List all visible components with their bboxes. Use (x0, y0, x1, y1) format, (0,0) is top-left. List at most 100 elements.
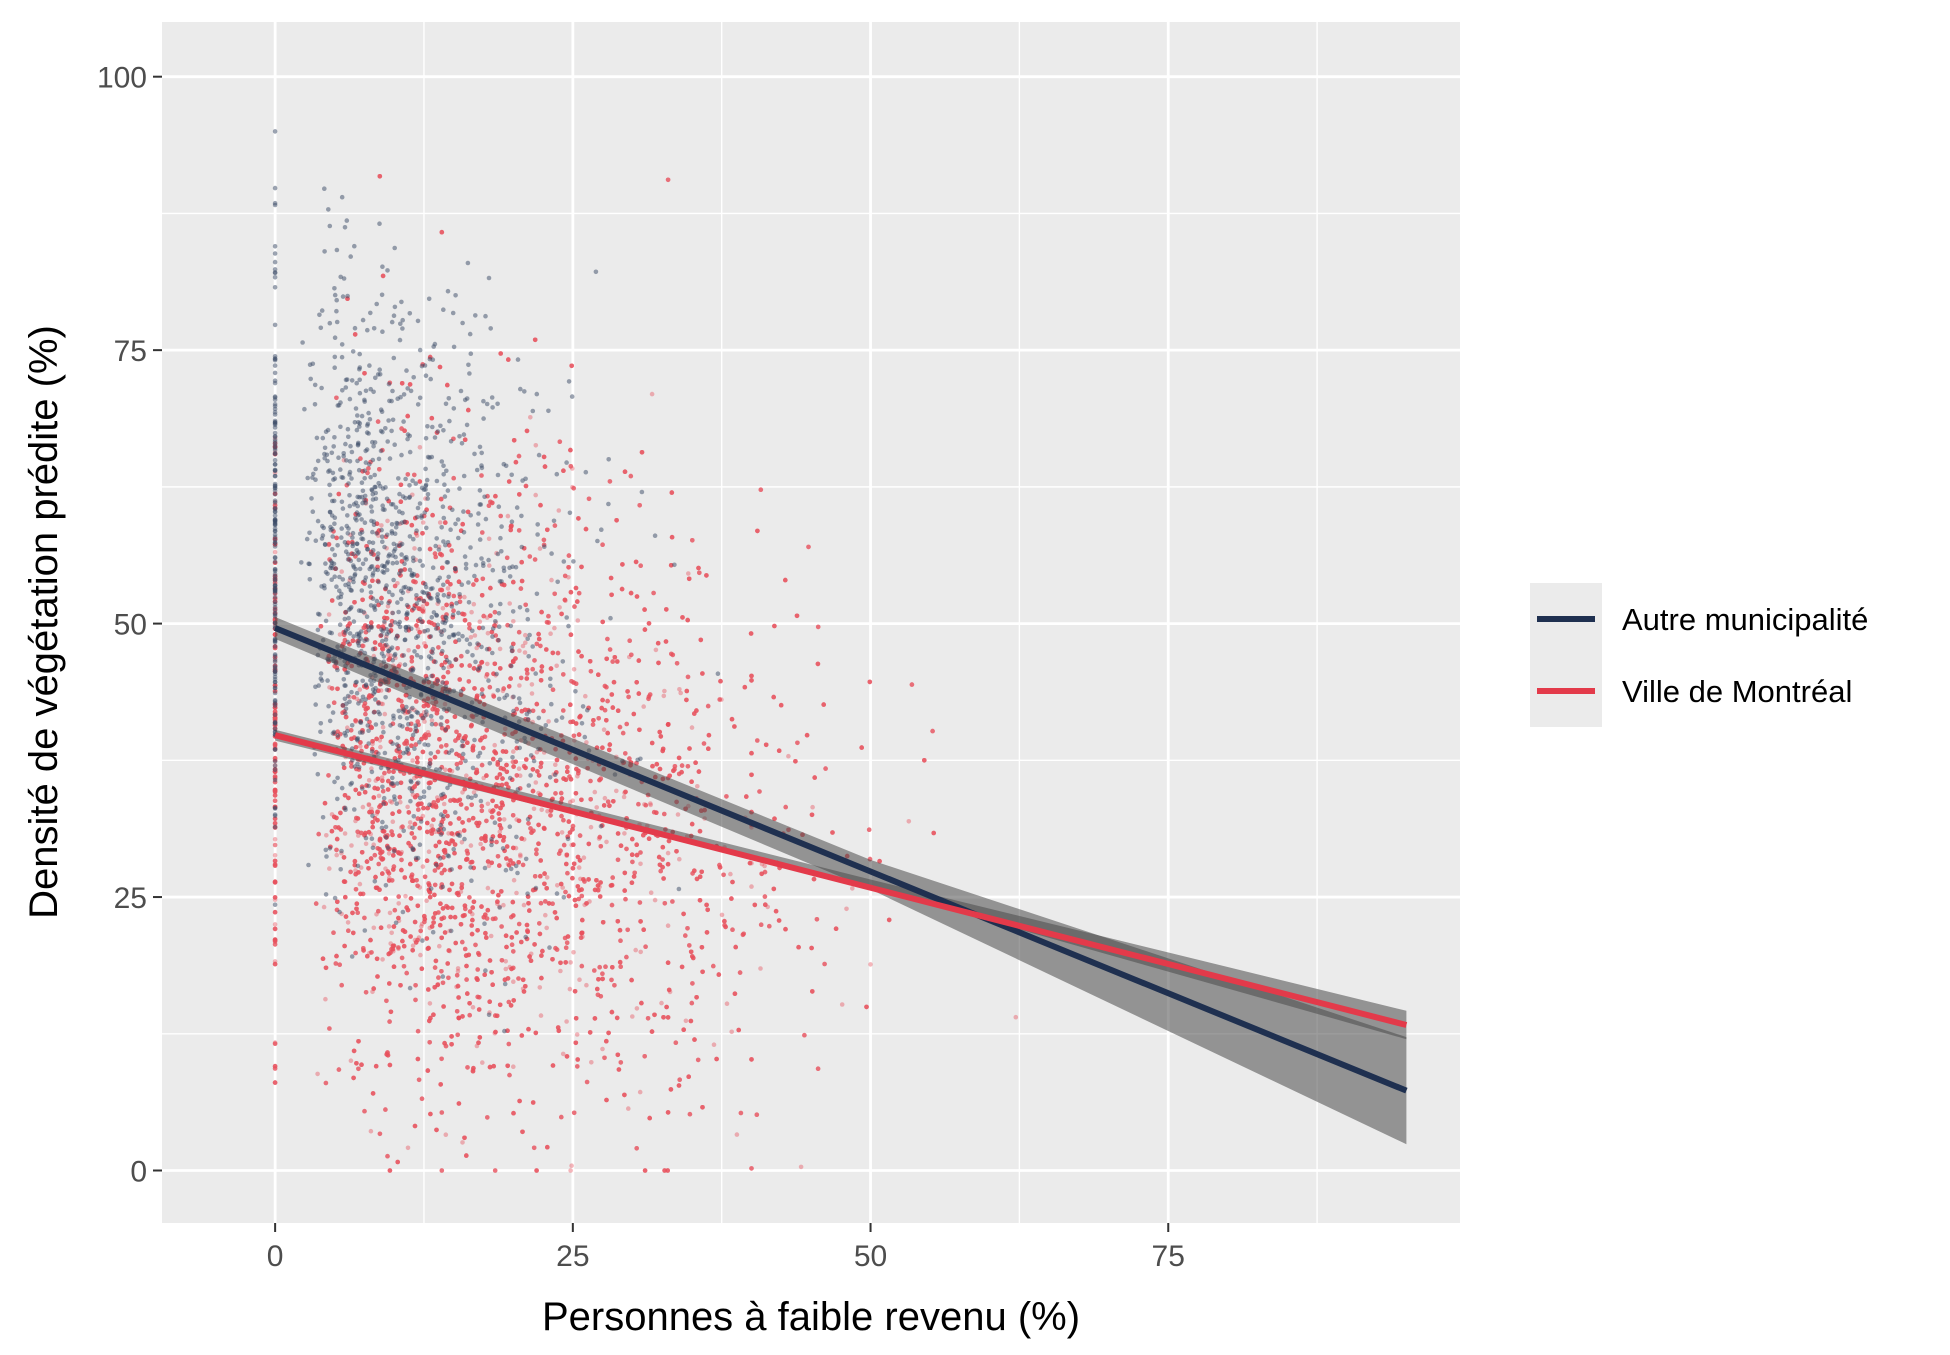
point-ville-de-montreal (498, 647, 503, 652)
point-ville-de-montreal (322, 905, 327, 910)
point-ville-de-montreal (626, 1106, 631, 1111)
point-ville-de-montreal (649, 890, 654, 895)
point-ville-de-montreal (487, 563, 492, 568)
point-ville-de-montreal (361, 805, 366, 810)
point-ville-de-montreal (429, 824, 434, 829)
point-ville-de-montreal (444, 1132, 449, 1137)
point-ville-de-montreal (358, 882, 363, 887)
point-ville-de-montreal (577, 865, 582, 870)
point-ville-de-montreal (533, 493, 538, 498)
point-ville-de-montreal (489, 934, 494, 939)
point-ville-de-montreal (387, 851, 392, 856)
point-ville-de-montreal (593, 790, 598, 795)
point-ville-de-montreal (552, 626, 557, 631)
point-ville-de-montreal (364, 842, 369, 847)
point-ville-de-montreal (469, 635, 474, 640)
point-ville-de-montreal (622, 795, 627, 800)
point-ville-de-montreal (712, 1042, 717, 1047)
point-ville-de-montreal (367, 802, 372, 807)
point-ville-de-montreal (504, 967, 509, 972)
point-ville-de-montreal (539, 808, 544, 813)
point-ville-de-montreal (446, 586, 451, 591)
point-ville-de-montreal (589, 1060, 594, 1065)
point-ville-de-montreal (666, 923, 671, 928)
point-ville-de-montreal (273, 922, 278, 927)
point-ville-de-montreal (557, 605, 562, 610)
point-ville-de-montreal (630, 1014, 635, 1019)
point-ville-de-montreal (473, 633, 478, 638)
point-ville-de-montreal (388, 911, 393, 916)
point-ville-de-montreal (389, 931, 394, 936)
point-ville-de-montreal (589, 825, 594, 830)
point-ville-de-montreal (391, 819, 396, 824)
point-ville-de-montreal (572, 667, 577, 672)
point-ville-de-montreal (403, 894, 408, 899)
point-ville-de-montreal (472, 602, 477, 607)
point-ville-de-montreal (456, 969, 461, 974)
point-ville-de-montreal (358, 744, 363, 749)
point-ville-de-montreal (323, 997, 328, 1002)
point-ville-de-montreal (538, 546, 543, 551)
point-ville-de-montreal (511, 749, 516, 754)
point-ville-de-montreal (419, 924, 424, 929)
point-ville-de-montreal (273, 550, 278, 555)
point-ville-de-montreal (582, 855, 587, 860)
point-ville-de-montreal (1014, 1015, 1019, 1020)
point-ville-de-montreal (377, 794, 382, 799)
point-ville-de-montreal (583, 694, 588, 699)
point-ville-de-montreal (528, 415, 533, 420)
point-ville-de-montreal (315, 1072, 320, 1077)
point-ville-de-montreal (462, 595, 467, 600)
point-ville-de-montreal (534, 780, 539, 785)
point-ville-de-montreal (603, 796, 608, 801)
point-ville-de-montreal (530, 682, 535, 687)
point-ville-de-montreal (677, 857, 682, 862)
point-ville-de-montreal (367, 778, 372, 783)
point-ville-de-montreal (273, 843, 278, 848)
point-ville-de-montreal (406, 648, 411, 653)
point-ville-de-montreal (380, 957, 385, 962)
point-ville-de-montreal (560, 830, 565, 835)
point-ville-de-montreal (486, 886, 491, 891)
point-ville-de-montreal (492, 743, 497, 748)
point-ville-de-montreal (555, 883, 560, 888)
point-ville-de-montreal (720, 913, 725, 918)
point-ville-de-montreal (604, 840, 609, 845)
point-ville-de-montreal (523, 640, 528, 645)
point-ville-de-montreal (584, 983, 589, 988)
point-ville-de-montreal (343, 831, 348, 836)
point-ville-de-montreal (327, 612, 332, 617)
point-ville-de-montreal (324, 833, 329, 838)
point-ville-de-montreal (506, 514, 511, 519)
point-ville-de-montreal (662, 689, 667, 694)
point-ville-de-montreal (539, 1013, 544, 1018)
point-ville-de-montreal (602, 727, 607, 732)
point-ville-de-montreal (517, 648, 522, 653)
point-ville-de-montreal (511, 619, 516, 624)
point-ville-de-montreal (676, 812, 681, 817)
point-ville-de-montreal (517, 766, 522, 771)
point-ville-de-montreal (568, 960, 573, 965)
point-ville-de-montreal (810, 805, 815, 810)
point-ville-de-montreal (553, 762, 558, 767)
point-ville-de-montreal (442, 802, 447, 807)
point-ville-de-montreal (690, 725, 695, 730)
point-ville-de-montreal (522, 903, 527, 908)
point-ville-de-montreal (758, 966, 763, 971)
point-ville-de-montreal (339, 569, 344, 574)
point-ville-de-montreal (799, 1165, 804, 1170)
point-ville-de-montreal (614, 789, 619, 794)
point-ville-de-montreal (427, 849, 432, 854)
point-ville-de-montreal (840, 1002, 845, 1007)
point-ville-de-montreal (686, 571, 691, 576)
point-ville-de-montreal (511, 979, 516, 984)
point-ville-de-montreal (383, 712, 388, 717)
point-ville-de-montreal (576, 618, 581, 623)
point-ville-de-montreal (349, 1058, 354, 1063)
point-ville-de-montreal (638, 862, 643, 867)
point-ville-de-montreal (424, 898, 429, 903)
point-ville-de-montreal (464, 773, 469, 778)
point-ville-de-montreal (638, 1090, 643, 1095)
point-ville-de-montreal (273, 853, 278, 858)
point-ville-de-montreal (421, 864, 426, 869)
